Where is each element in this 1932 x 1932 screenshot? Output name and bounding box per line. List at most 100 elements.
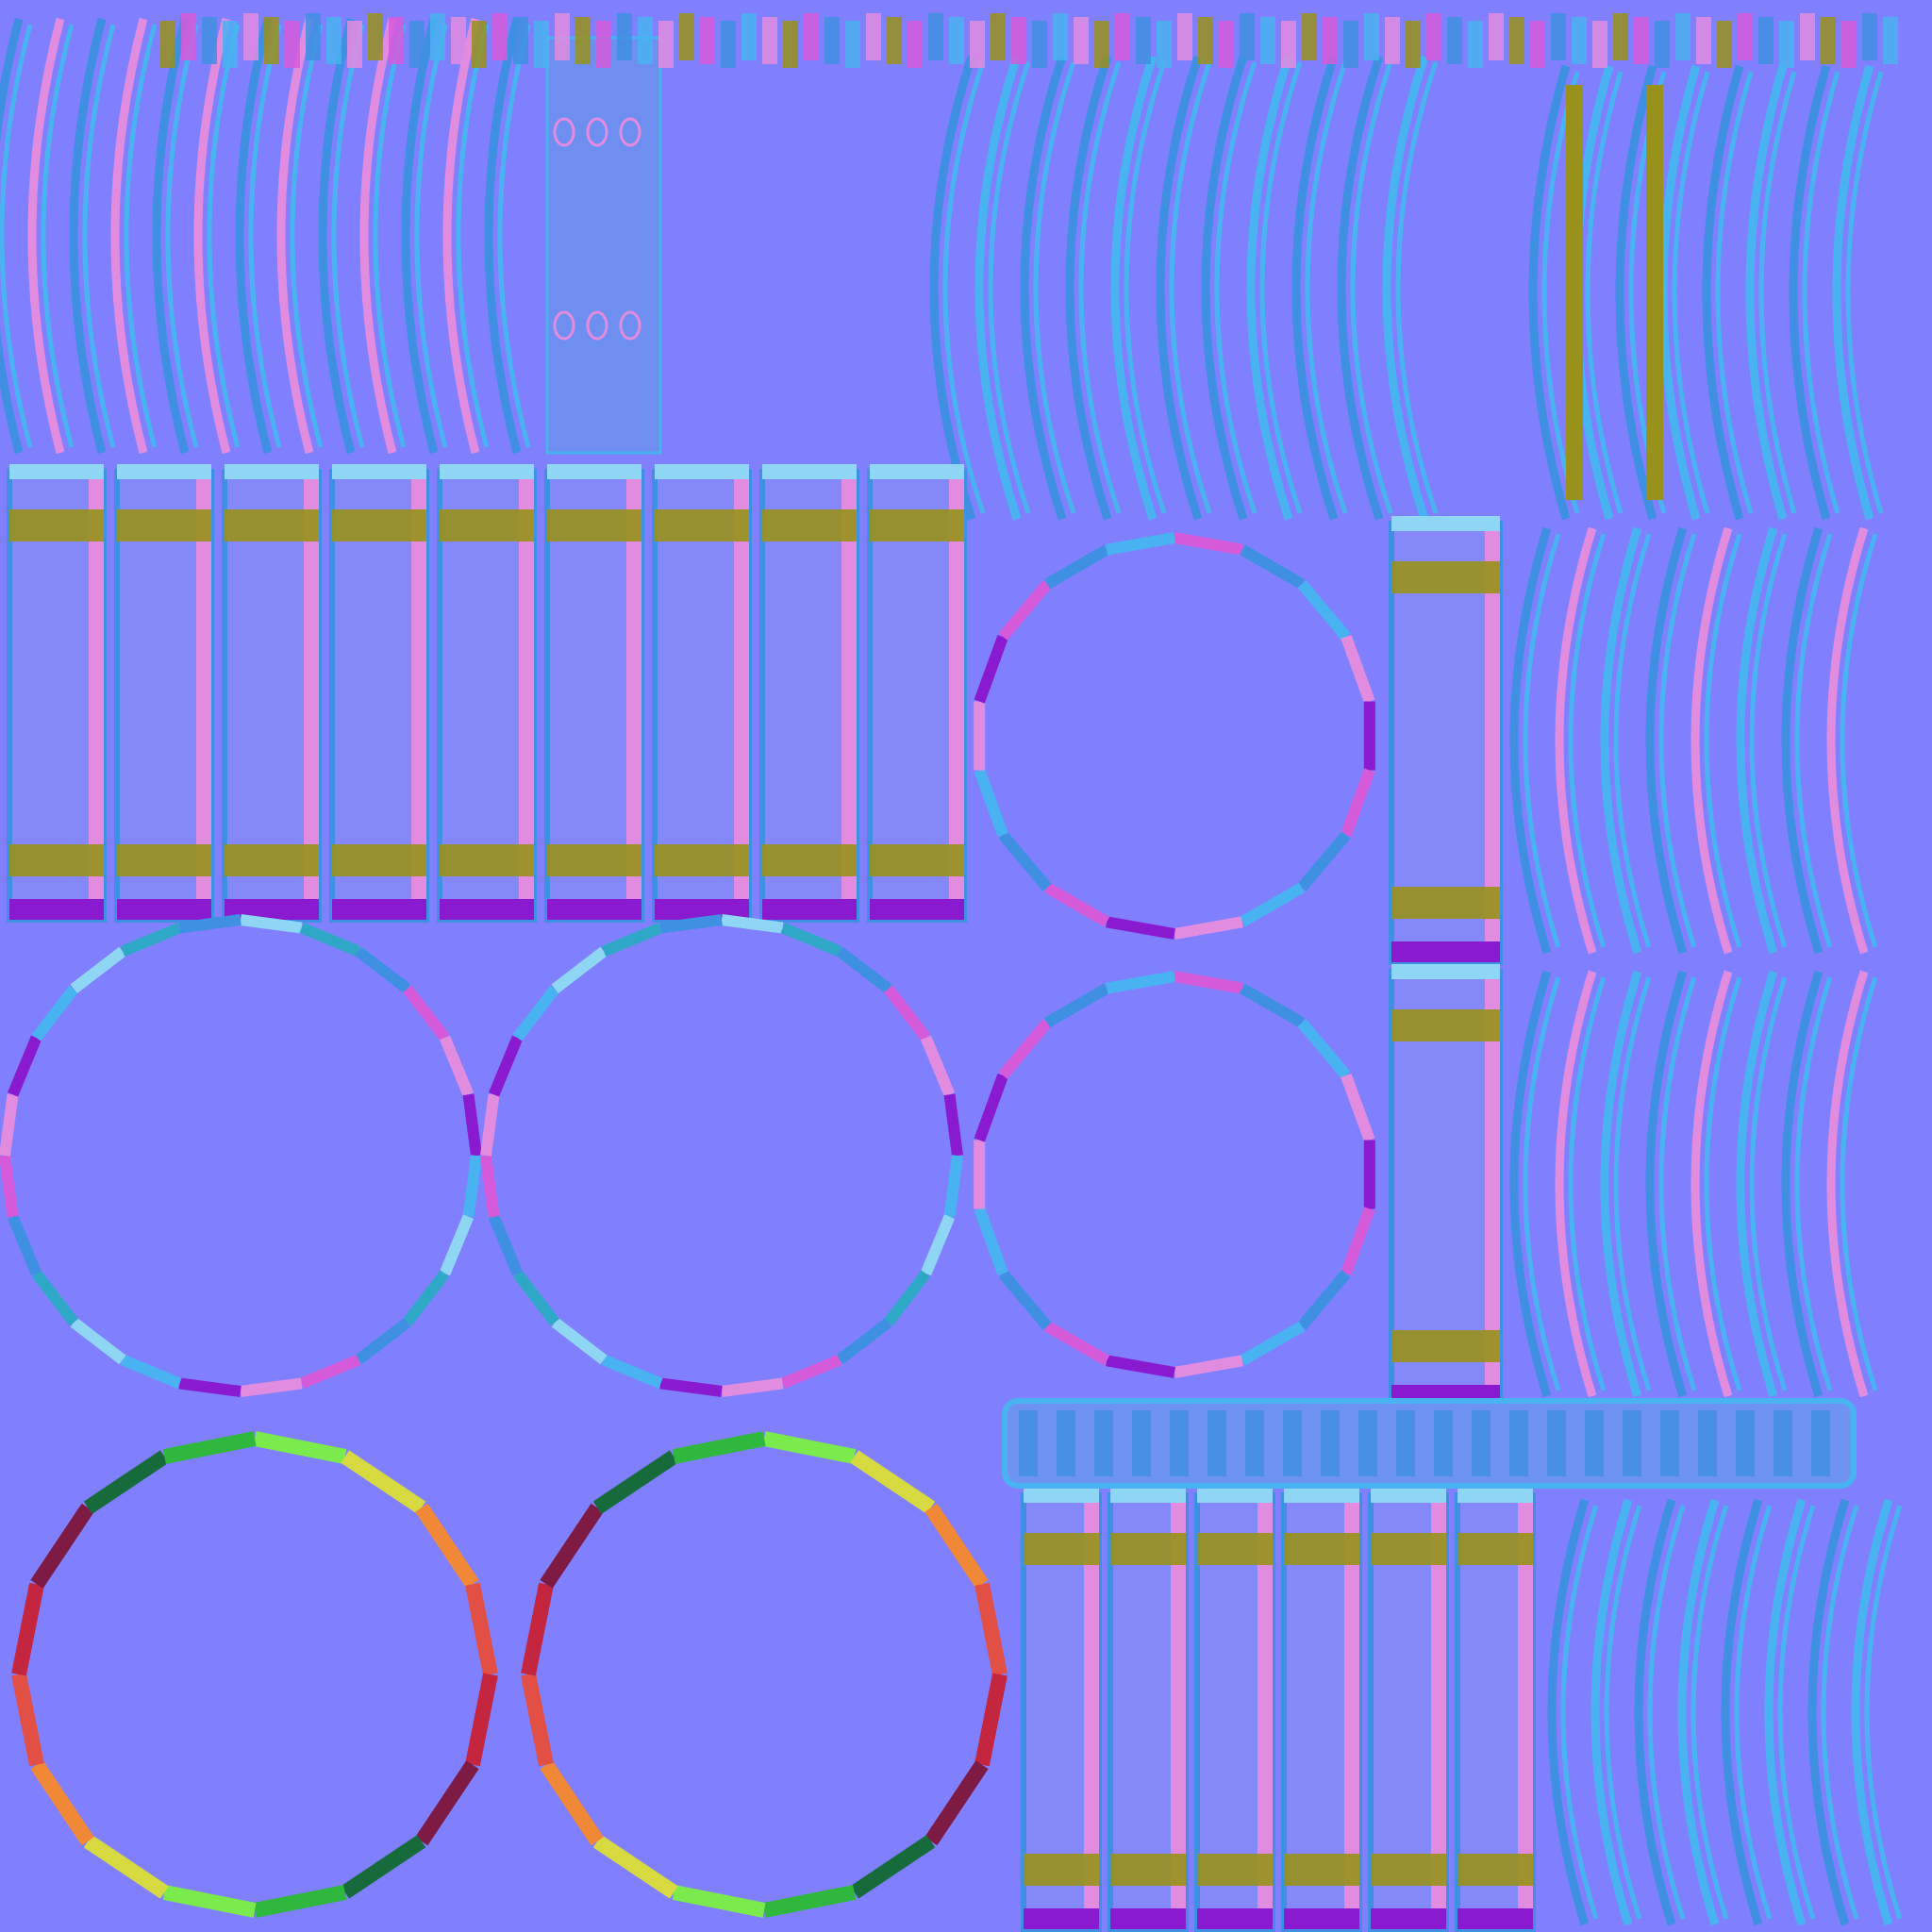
ring-segment: [850, 1835, 936, 1899]
ring-segment: [974, 1673, 1008, 1767]
ring-segment: [836, 1318, 892, 1365]
curved-strip: [1110, 55, 1158, 521]
header-box: [1032, 21, 1047, 68]
ring-segment: [974, 634, 1008, 704]
curved-strip: [974, 55, 1022, 521]
ring-segment: [998, 580, 1052, 641]
header-box: [513, 17, 528, 64]
curved-strip: [82, 24, 116, 448]
curved-strip: [1033, 61, 1076, 514]
panel-top-cap: [655, 464, 749, 479]
bar-rib: [1283, 1410, 1302, 1476]
header-box: [326, 17, 341, 64]
curved-strip: [1613, 976, 1652, 1391]
ring-segment: [512, 985, 559, 1041]
header-box: [928, 13, 943, 60]
curved-strip: [1604, 1505, 1642, 1920]
ring-segment: [1239, 1321, 1305, 1366]
header-box: [1136, 17, 1151, 64]
curved-strip: [988, 61, 1031, 514]
panel-band-bottom: [655, 844, 749, 876]
header-box: [223, 21, 238, 68]
header-box: [368, 13, 383, 60]
curved-strip: [1124, 61, 1167, 514]
ring-segment: [480, 1155, 500, 1218]
panel-top-cap: [332, 464, 426, 479]
bar-rib: [1585, 1410, 1604, 1476]
header-box: [949, 17, 964, 64]
curved-strip: [1395, 61, 1439, 514]
ring-segment: [1341, 1207, 1375, 1276]
curved-strip: [1156, 55, 1203, 521]
header-box: [845, 21, 860, 68]
header-box: [596, 21, 611, 68]
ring-segment: [31, 1270, 78, 1326]
curved-strip: [1802, 71, 1840, 514]
header-box: [1323, 17, 1338, 64]
panel-edge-pink: [1485, 972, 1500, 1406]
bar-rib: [1396, 1410, 1415, 1476]
ring-segment: [721, 1377, 784, 1397]
curved-strip: [942, 61, 986, 514]
curved-strip: [1690, 526, 1733, 955]
panel-band-bottom: [1391, 887, 1500, 919]
panel-hole: [619, 117, 641, 147]
ring-segment: [11, 1673, 44, 1767]
bar-rib: [1472, 1410, 1491, 1476]
ring-segment: [540, 1503, 604, 1589]
header-box: [1053, 13, 1068, 60]
curved-strip: [1690, 970, 1733, 1398]
panel-band-bottom: [1197, 1854, 1273, 1886]
curved-strip: [484, 17, 522, 455]
header-box: [887, 17, 902, 64]
panel-hole: [553, 117, 575, 147]
header-box: [389, 17, 404, 64]
ring-segment: [1044, 1321, 1110, 1366]
curved-strip: [276, 17, 314, 455]
curved-strip: [1794, 976, 1833, 1391]
curved-strip: [1749, 533, 1788, 948]
curved-strip: [1078, 61, 1122, 514]
header-box: [1551, 13, 1566, 60]
ring-segment: [1106, 971, 1176, 994]
ring-segment: [1106, 916, 1176, 940]
curved-strip: [1382, 55, 1429, 521]
panel-band-top: [1457, 1533, 1533, 1565]
ring-segment: [884, 1270, 931, 1326]
panel-top-cap: [1391, 964, 1500, 979]
panel-band-bottom: [1110, 1854, 1186, 1886]
ring-segment: [341, 1835, 426, 1899]
panel-top-cap: [1197, 1488, 1273, 1503]
curved-strip: [1645, 526, 1688, 955]
header-box: [202, 17, 217, 64]
panel-band-top: [332, 509, 426, 541]
header-box: [638, 17, 653, 64]
panel-edge-pink: [1518, 1495, 1533, 1929]
header-box: [1198, 17, 1213, 64]
panel-band-top: [1284, 1533, 1359, 1565]
panel-top-cap: [1391, 516, 1500, 531]
curved-strip: [1749, 976, 1788, 1391]
curved-strip: [1736, 970, 1778, 1398]
header-box: [1572, 17, 1587, 64]
ring-segment: [1173, 1355, 1243, 1378]
panel-hole: [586, 117, 608, 147]
header-box: [700, 17, 715, 64]
panel-hole: [586, 310, 608, 341]
header-box: [1800, 13, 1815, 60]
header-box: [866, 13, 881, 60]
ring-segment: [70, 946, 126, 993]
curved-strip: [0, 24, 33, 448]
ring-segment: [83, 1835, 169, 1899]
curved-strip: [1568, 976, 1607, 1391]
panel-band-top: [1197, 1533, 1273, 1565]
header-box: [451, 17, 466, 64]
header-box: [1094, 21, 1109, 68]
panel-bottom-cap: [1024, 1908, 1099, 1929]
header-box: [347, 21, 362, 68]
curved-strip: [1736, 526, 1778, 955]
bar-rib: [1094, 1410, 1113, 1476]
panel-bottom-cap: [762, 899, 857, 920]
panel-hole: [619, 310, 641, 341]
header-box: [1634, 17, 1649, 64]
